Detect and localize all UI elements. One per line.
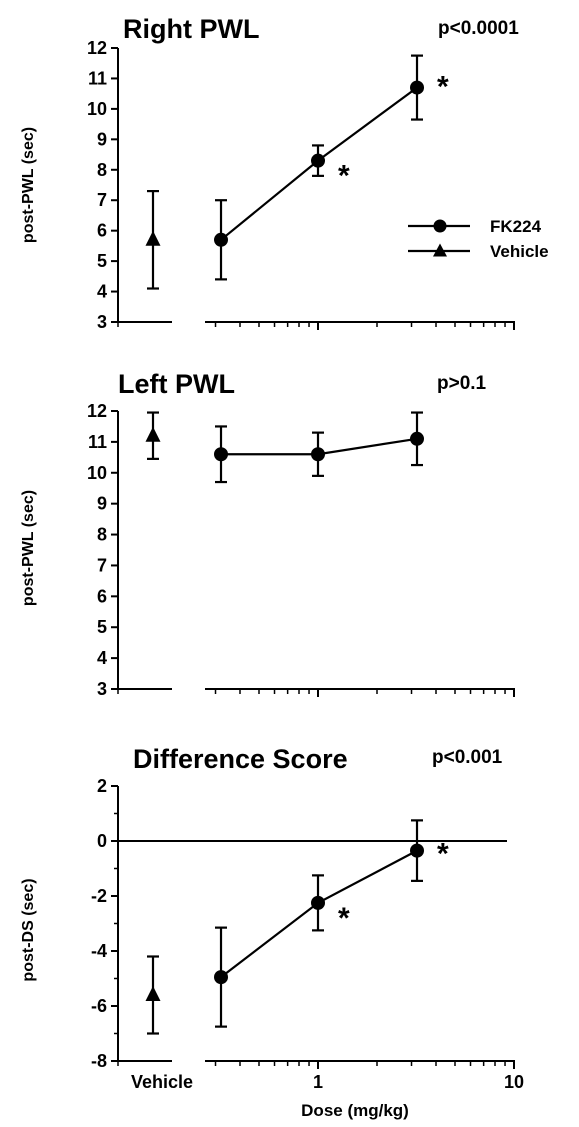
x-tick-label-1: 1 — [313, 1072, 323, 1092]
left-y-tick-label: 10 — [87, 463, 107, 483]
difference-y-tick-label: 0 — [97, 831, 107, 851]
left-pwl-title: Left PWL — [118, 369, 235, 399]
left-fk224-point — [311, 447, 325, 462]
difference-score-title: Difference Score — [133, 744, 348, 774]
difference-vehicle-point — [145, 986, 161, 1001]
difference-fk224-point — [311, 895, 325, 910]
left-y-tick-label: 11 — [88, 432, 107, 452]
left-y-tick-label: 7 — [97, 555, 107, 575]
right-y-tick-label: 7 — [97, 190, 107, 210]
left-pwl-marks — [145, 411, 425, 484]
difference-y-tick-label: -2 — [91, 886, 107, 906]
right-significance-marker: * — [437, 71, 449, 104]
right-pwl-panel: Right PWL p<0.0001 post-PWL (sec) 3 4 5 6 7 8… — [20, 14, 549, 332]
right-pwl-marks: ** — [145, 54, 449, 290]
legend-fk224-label: FK224 — [490, 217, 542, 236]
legend-vehicle-triangle-icon — [433, 243, 447, 257]
legend-fk224-circle-icon — [433, 219, 447, 233]
difference-score-marks: ** — [145, 819, 449, 1035]
legend: FK224 Vehicle — [408, 217, 549, 261]
left-pwl-panel: Left PWL p>0.1 post-PWL (sec) 3 4 5 6 7 8 9 10 1… — [20, 369, 515, 699]
left-y-tick-label: 4 — [97, 648, 107, 668]
difference-significance-marker: * — [338, 902, 350, 935]
difference-y-tick-label: 2 — [97, 776, 107, 796]
right-y-tick-label: 5 — [97, 251, 107, 271]
difference-score-axes: -8 -6 -4 -2 0 2 — [91, 776, 515, 1071]
left-y-tick-label: 8 — [97, 525, 107, 545]
right-y-tick-label: 12 — [87, 38, 107, 58]
difference-significance-marker: * — [437, 838, 449, 871]
difference-y-tick-label: -4 — [91, 941, 107, 961]
x-tick-label-10: 10 — [504, 1072, 524, 1092]
left-pwl-p-value: p>0.1 — [437, 373, 487, 394]
difference-fk224-point — [410, 843, 425, 858]
difference-y-tick-label: -6 — [91, 996, 107, 1016]
difference-score-p-value: p<0.001 — [432, 747, 503, 768]
left-y-tick-label: 6 — [97, 586, 107, 606]
left-y-tick-label: 5 — [97, 617, 107, 637]
right-y-tick-label: 10 — [87, 99, 107, 119]
right-pwl-axes: 3 4 5 6 7 8 9 10 11 12 — [87, 38, 515, 332]
x-axis-label: Dose (mg/kg) — [301, 1101, 409, 1120]
left-y-tick-label: 12 — [87, 401, 107, 421]
difference-score-panel: Difference Score p<0.001 post-DS (sec) -… — [20, 744, 524, 1120]
left-fk224-point — [410, 431, 425, 446]
left-pwl-axes: 3 4 5 6 7 8 9 10 11 12 — [87, 401, 515, 699]
right-pwl-p-value: p<0.0001 — [438, 18, 519, 39]
right-y-tick-label: 3 — [97, 312, 107, 332]
right-y-tick-label: 4 — [97, 282, 107, 302]
right-y-tick-label: 8 — [97, 160, 107, 180]
left-y-tick-label: 9 — [97, 494, 107, 514]
left-pwl-y-axis-label: post-PWL (sec) — [20, 490, 37, 606]
legend-vehicle-label: Vehicle — [490, 242, 549, 261]
right-fk224-point — [311, 153, 325, 168]
difference-score-y-axis-label: post-DS (sec) — [20, 878, 37, 981]
left-fk224-point — [214, 447, 229, 462]
left-vehicle-point — [145, 426, 161, 442]
difference-fk224-point — [214, 970, 229, 985]
left-y-tick-label: 3 — [97, 679, 107, 699]
difference-y-tick-label: -8 — [91, 1051, 107, 1071]
right-pwl-y-axis-label: post-PWL (sec) — [20, 127, 37, 243]
right-y-tick-label: 6 — [97, 221, 107, 241]
right-fk224-point — [410, 80, 425, 95]
right-vehicle-point — [145, 230, 161, 246]
right-fk224-point — [214, 232, 229, 247]
x-tick-label-vehicle: Vehicle — [131, 1072, 193, 1092]
right-pwl-title: Right PWL — [123, 14, 259, 44]
right-significance-marker: * — [338, 160, 350, 193]
right-y-tick-label: 11 — [88, 68, 107, 88]
right-y-tick-label: 9 — [97, 129, 107, 149]
